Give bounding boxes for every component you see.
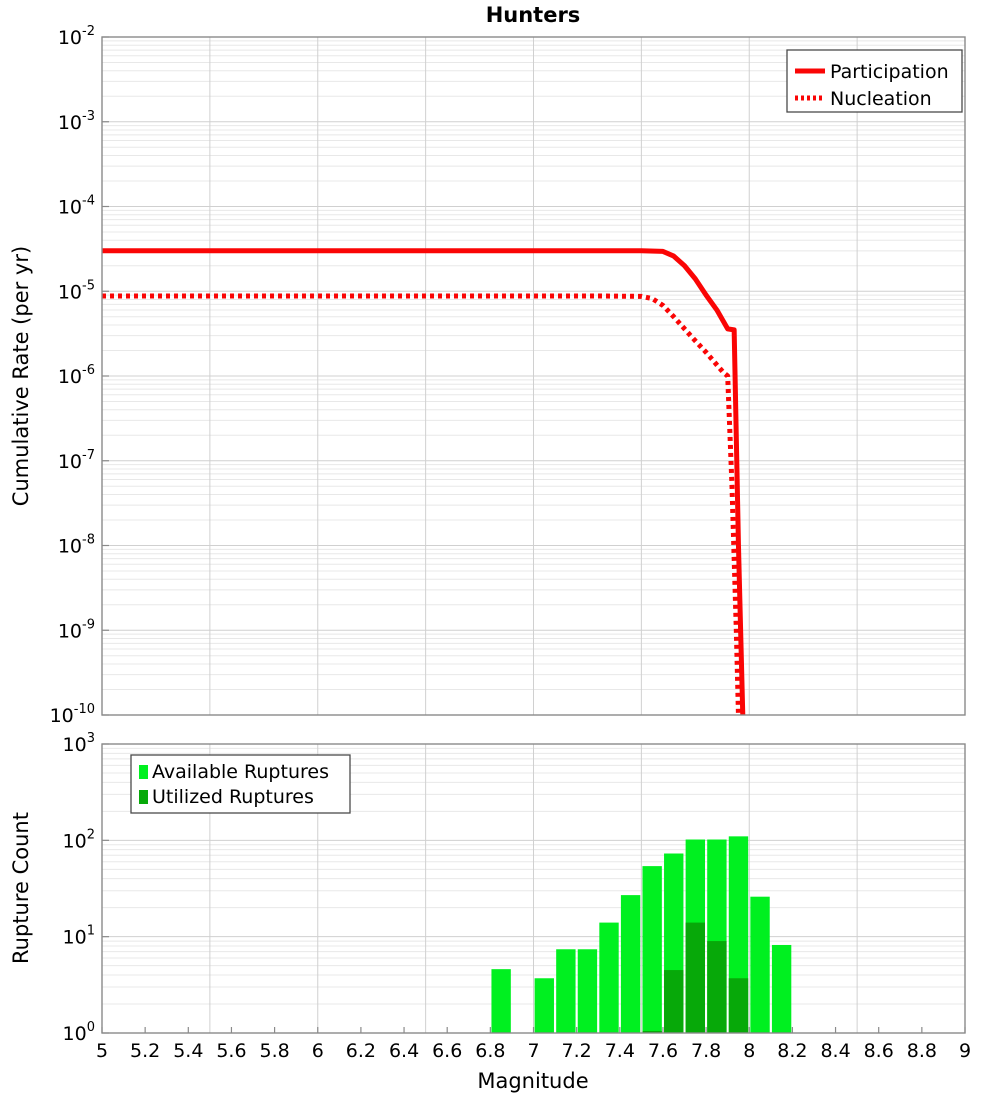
figure-container: Hunters 10-210-310-410-510-610-710-810-9… bbox=[0, 0, 1000, 1100]
x-tick-label-20: 9 bbox=[959, 1040, 971, 1062]
x-axis-label: Magnitude bbox=[477, 1069, 588, 1093]
utilized-rupture-bar bbox=[707, 941, 726, 1033]
x-tick-label-7: 6.4 bbox=[389, 1040, 419, 1062]
x-tick-label-14: 7.8 bbox=[691, 1040, 721, 1062]
x-tick-label-4: 5.8 bbox=[259, 1040, 289, 1062]
available-rupture-bar bbox=[621, 895, 640, 1033]
top-panel: 10-210-310-410-510-610-710-810-910-10 Cu… bbox=[9, 24, 965, 727]
utilized-rupture-bar bbox=[664, 970, 683, 1033]
x-tick-label-3: 5.6 bbox=[216, 1040, 246, 1062]
x-tick-label-17: 8.4 bbox=[820, 1040, 850, 1062]
x-tick-label-10: 7 bbox=[527, 1040, 539, 1062]
x-tick-label-0: 5 bbox=[96, 1040, 108, 1062]
legend-swatch-utilized-ruptures bbox=[139, 790, 148, 804]
x-tick-label-16: 8.2 bbox=[777, 1040, 807, 1062]
x-tick-label-13: 7.6 bbox=[648, 1040, 678, 1062]
legend-label-utilized-ruptures: Utilized Ruptures bbox=[152, 786, 314, 808]
x-tick-label-2: 5.4 bbox=[173, 1040, 203, 1062]
available-rupture-bar bbox=[772, 945, 791, 1033]
available-rupture-bar bbox=[599, 923, 618, 1033]
available-rupture-bar bbox=[535, 978, 554, 1033]
utilized-rupture-bar bbox=[729, 978, 748, 1033]
available-rupture-bar bbox=[750, 897, 769, 1033]
bottom-panel-y-axis-label: Rupture Count bbox=[9, 812, 33, 964]
x-tick-label-15: 8 bbox=[743, 1040, 755, 1062]
x-tick-label-19: 8.8 bbox=[907, 1040, 937, 1062]
top-panel-y-axis-label: Cumulative Rate (per yr) bbox=[9, 246, 33, 506]
x-tick-label-18: 8.6 bbox=[864, 1040, 894, 1062]
available-rupture-bar bbox=[642, 866, 661, 1033]
utilized-rupture-bar bbox=[686, 923, 705, 1033]
legend-label-participation: Participation bbox=[830, 61, 949, 83]
x-tick-label-9: 6.8 bbox=[475, 1040, 505, 1062]
x-tick-label-5: 6 bbox=[312, 1040, 324, 1062]
legend-label-nucleation: Nucleation bbox=[830, 88, 932, 110]
available-rupture-bar bbox=[491, 969, 510, 1033]
x-tick-label-8: 6.6 bbox=[432, 1040, 462, 1062]
available-rupture-bar bbox=[578, 949, 597, 1033]
x-tick-label-11: 7.2 bbox=[562, 1040, 592, 1062]
legend-swatch-available-ruptures bbox=[139, 765, 148, 779]
x-tick-label-1: 5.2 bbox=[130, 1040, 160, 1062]
x-tick-label-12: 7.4 bbox=[605, 1040, 635, 1062]
page-title: Hunters bbox=[486, 3, 581, 27]
legend-label-available-ruptures: Available Ruptures bbox=[152, 761, 329, 783]
earthquake-mfd-figure: Hunters 10-210-310-410-510-610-710-810-9… bbox=[0, 0, 1000, 1100]
x-tick-label-6: 6.2 bbox=[346, 1040, 376, 1062]
top-panel-legend: Participation Nucleation bbox=[787, 50, 962, 112]
available-rupture-bar bbox=[556, 949, 575, 1033]
bottom-panel-legend: Available Ruptures Utilized Ruptures bbox=[131, 755, 350, 813]
